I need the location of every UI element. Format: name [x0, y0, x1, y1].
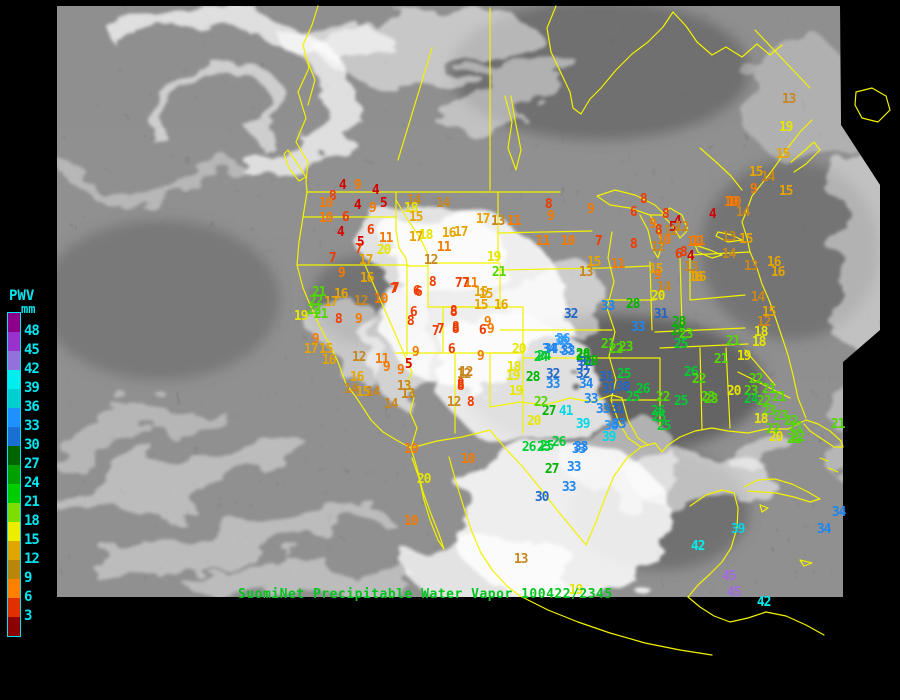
legend-band — [8, 598, 20, 617]
ms-al-border — [699, 347, 703, 431]
legend-band — [8, 370, 20, 389]
isla-juventud — [759, 504, 769, 513]
coastline-baja — [410, 447, 445, 550]
in-oh-border — [679, 257, 683, 326]
jamaica — [799, 559, 813, 567]
ia-mo-borders — [603, 265, 656, 301]
product-caption: SuomiNet Precipitable Water Vapor 100422… — [238, 587, 613, 602]
bc-inlet — [304, 54, 316, 106]
lake-winnipeg — [504, 95, 522, 171]
legend-unit-label: mm — [21, 302, 36, 316]
legend-label-6: 6 — [24, 589, 33, 605]
legend-band — [8, 389, 20, 408]
legend-label-12: 12 — [24, 551, 40, 567]
cuba — [743, 478, 821, 503]
legend-band — [8, 427, 20, 446]
wa-id-border — [395, 191, 408, 267]
legend-label-39: 39 — [24, 380, 40, 396]
lake-superior — [596, 189, 666, 216]
al-ga-border — [725, 347, 731, 429]
legend-band — [8, 313, 20, 332]
us-mexico-border — [410, 429, 491, 449]
st-lawrence — [699, 147, 743, 191]
legend-label-45: 45 — [24, 342, 40, 358]
legend-label-48: 48 — [24, 323, 40, 339]
legend-title: PWV — [9, 288, 35, 304]
il-in-border — [649, 261, 653, 331]
pa-borders — [689, 251, 751, 301]
labrador-border — [754, 29, 811, 89]
florida — [803, 419, 844, 448]
legend-label-21: 21 — [24, 494, 40, 510]
nd-sd-border — [497, 230, 593, 234]
ky-border — [654, 327, 746, 333]
legend-band — [8, 579, 20, 598]
legend-label-18: 18 — [24, 513, 40, 529]
lake-michigan — [639, 214, 663, 259]
legend-band — [8, 446, 20, 465]
lake-ontario — [715, 231, 743, 243]
mo-ar-la-borders — [611, 357, 661, 431]
legend-label-30: 30 — [24, 437, 40, 453]
legend-label-42: 42 — [24, 361, 40, 377]
map-outline-layer — [283, 5, 891, 656]
legend-band — [8, 351, 20, 370]
quebec-coast — [672, 11, 783, 58]
yucatan — [687, 489, 739, 598]
legend-label-24: 24 — [24, 475, 40, 491]
ga-sc-border — [744, 349, 776, 386]
newfoundland — [854, 87, 891, 123]
tx-east-border — [621, 397, 649, 446]
tx-panhandle — [489, 352, 524, 408]
tn-border — [659, 343, 749, 349]
legend-band — [8, 541, 20, 560]
nc-sc-border — [737, 371, 791, 399]
sd-ne-border — [497, 267, 605, 271]
legend-band — [8, 503, 20, 522]
hudson-bay — [546, 5, 674, 115]
lake-erie — [694, 244, 723, 259]
legend-band — [8, 332, 20, 351]
legend-band — [8, 617, 20, 636]
bc-ab-border — [397, 47, 433, 161]
gulf-coast — [585, 419, 807, 546]
legend-label-3: 3 — [24, 608, 33, 624]
central-america-coast — [687, 596, 825, 636]
ca-nv-border — [364, 264, 418, 449]
legend-color-bar — [7, 312, 21, 637]
legend-label-33: 33 — [24, 418, 40, 434]
rio-grande — [489, 429, 587, 546]
atlantic-coast — [741, 119, 813, 419]
legend-band — [8, 408, 20, 427]
legend-band — [8, 465, 20, 484]
id-mt-border — [395, 199, 429, 267]
legend-band — [8, 484, 20, 503]
legend-band — [8, 560, 20, 579]
coastline-pacific — [295, 5, 412, 449]
nova-scotia — [790, 141, 821, 173]
bahamas — [819, 457, 839, 473]
lake-huron — [661, 207, 689, 239]
coastline-gulf-california — [448, 456, 713, 656]
legend-label-15: 15 — [24, 532, 40, 548]
legend-band — [8, 522, 20, 541]
mississippi-river — [606, 231, 642, 448]
legend-label-27: 27 — [24, 456, 40, 472]
legend-label-9: 9 — [24, 570, 33, 586]
vancouver-island — [283, 149, 307, 182]
legend-label-36: 36 — [24, 399, 40, 415]
